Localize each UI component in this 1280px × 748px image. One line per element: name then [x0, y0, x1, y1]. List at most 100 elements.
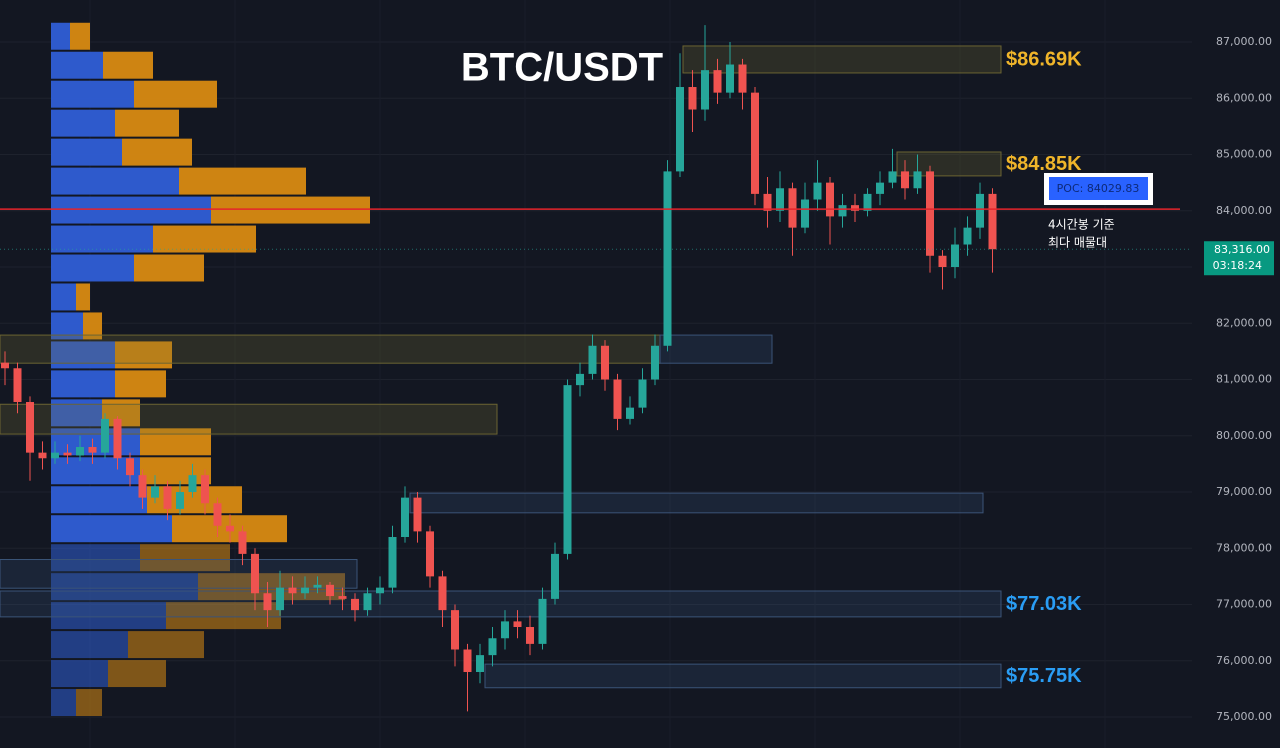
profile-buy — [51, 167, 179, 195]
candle-body — [101, 418, 109, 453]
profile-sell — [115, 109, 179, 137]
candle-body — [838, 205, 847, 217]
candle-body — [288, 587, 297, 594]
profile-buy — [51, 689, 76, 717]
profile-sell — [128, 631, 204, 659]
candle-body — [863, 193, 872, 211]
y-tick-label: 87,000.00 — [1216, 35, 1272, 48]
poc-box — [1049, 177, 1148, 200]
profile-sell — [179, 167, 306, 195]
candle-body — [76, 447, 84, 456]
candle-body — [763, 193, 772, 211]
candle-body — [363, 593, 372, 611]
profile-buy — [51, 225, 153, 253]
profile-sell — [140, 544, 230, 572]
zone-label: $84.85K — [1006, 153, 1082, 175]
candle-body — [951, 244, 959, 268]
candle-body — [201, 475, 209, 504]
candle-body — [901, 171, 909, 189]
y-tick-label: 81,000.00 — [1216, 373, 1272, 386]
last-price-tag — [1204, 241, 1274, 276]
candle-body — [801, 199, 809, 228]
profile-sell — [134, 80, 217, 108]
poc-label: POC: 84029.83 — [1057, 182, 1140, 195]
price-zone — [682, 45, 1002, 74]
profile-buy — [51, 457, 140, 485]
zone-label: $86.69K — [1006, 49, 1082, 71]
candle-body — [401, 497, 409, 538]
profile-sell — [115, 370, 166, 398]
y-tick-label: 80,000.00 — [1216, 429, 1272, 442]
candle-body — [413, 497, 422, 532]
candle-body — [313, 584, 322, 588]
candle-body — [501, 621, 509, 639]
profile-buy — [51, 109, 115, 137]
candle-body — [588, 345, 597, 374]
price-zone — [409, 492, 984, 514]
profile-sell — [166, 602, 281, 630]
candle-body — [826, 182, 834, 217]
price-zone — [659, 334, 773, 364]
candle-body — [938, 255, 947, 268]
candle-body — [38, 452, 47, 459]
candle-body — [301, 587, 309, 594]
candle-body — [788, 188, 797, 228]
candle-body — [551, 553, 559, 599]
profile-buy — [51, 341, 115, 369]
y-tick-label: 77,000.00 — [1216, 598, 1272, 611]
profile-buy — [51, 573, 198, 601]
candle-body — [488, 638, 497, 656]
candle-body — [438, 576, 447, 611]
profile-sell — [115, 341, 172, 369]
candle-body — [338, 596, 347, 599]
price-zone — [0, 334, 661, 364]
candle-body — [601, 345, 609, 380]
candle-body — [538, 598, 547, 644]
candle-body — [113, 418, 122, 459]
zone-label: $75.75K — [1006, 665, 1082, 687]
price-zone — [0, 590, 1002, 618]
candle-body — [188, 475, 197, 493]
candle-body — [626, 407, 634, 419]
chart-title: BTC/USDT — [461, 46, 663, 90]
candle-body — [513, 621, 522, 628]
profile-buy — [51, 660, 108, 688]
candle-body — [263, 593, 272, 611]
profile-buy — [51, 80, 134, 108]
y-tick-label: 85,000.00 — [1216, 148, 1272, 161]
profile-buy — [51, 196, 211, 224]
profile-sell — [83, 312, 102, 340]
profile-sell — [108, 660, 166, 688]
poc-note: 4시간봉 기준 — [1048, 218, 1115, 232]
candle-body — [351, 598, 359, 611]
candle-body — [88, 447, 97, 453]
profile-sell — [76, 283, 90, 311]
candle-body — [813, 182, 822, 200]
last-price-label: 83,316.00 — [1214, 243, 1270, 256]
y-tick-label: 84,000.00 — [1216, 204, 1272, 217]
candle-body — [888, 171, 897, 183]
candle-body — [613, 379, 622, 419]
candle-body — [963, 227, 972, 245]
candle-body — [388, 537, 397, 588]
candle-body — [226, 525, 234, 532]
candle-body — [151, 486, 159, 498]
candle-body — [376, 587, 384, 594]
countdown: 03:18:24 — [1213, 259, 1262, 272]
candle-body — [1, 362, 9, 369]
candle-body — [26, 402, 34, 453]
profile-buy — [51, 138, 122, 166]
candle-body — [476, 655, 484, 673]
candle-body — [751, 92, 759, 194]
price-zone — [0, 403, 498, 435]
profile-buy — [51, 22, 70, 50]
profile-buy — [51, 544, 140, 572]
zone-label: $77.03K — [1006, 593, 1082, 615]
y-tick-label: 75,000.00 — [1216, 710, 1272, 723]
candle-body — [526, 627, 534, 644]
candle-body — [451, 610, 459, 650]
candle-body — [913, 171, 922, 189]
profile-sell — [211, 196, 370, 224]
candle-body — [676, 87, 684, 172]
y-tick-label: 79,000.00 — [1216, 485, 1272, 498]
